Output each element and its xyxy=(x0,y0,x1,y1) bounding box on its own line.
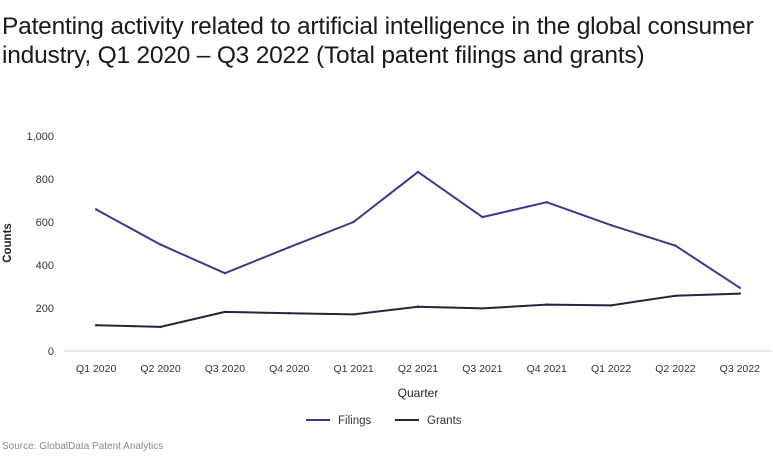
x-tick-label: Q1 2020 xyxy=(76,363,116,375)
data-point-grants xyxy=(481,307,484,310)
data-point-grants xyxy=(288,312,291,315)
x-tick-label: Q1 2022 xyxy=(591,363,631,375)
data-point-filings xyxy=(545,201,548,204)
data-point-filings xyxy=(674,244,677,247)
x-tick-label: Q3 2022 xyxy=(720,363,760,375)
x-tick-label: Q1 2021 xyxy=(333,363,373,375)
data-point-filings xyxy=(416,170,420,174)
data-point-filings xyxy=(352,220,355,224)
data-point-filings xyxy=(609,224,613,227)
data-point-grants xyxy=(416,305,420,308)
x-tick-label: Q4 2020 xyxy=(269,363,309,375)
data-point-grants xyxy=(545,303,548,306)
data-point-grants xyxy=(159,325,162,329)
x-tick-label: Q4 2021 xyxy=(527,363,567,375)
y-tick-label: 400 xyxy=(36,260,54,272)
y-tick-label: 800 xyxy=(36,174,54,186)
data-point-grants xyxy=(674,294,677,297)
data-point-grants xyxy=(352,313,355,316)
x-axis-ticks: Q1 2020 Q2 2020 Q3 2020 Q4 2020 Q1 2021 Q2 20… xyxy=(76,363,760,375)
y-axis-ticks: 0 200 400 600 800 1,000 xyxy=(26,131,54,358)
legend-label: Filings xyxy=(338,415,371,427)
data-point-filings xyxy=(95,208,98,211)
data-point-grants xyxy=(738,292,741,295)
legend-item-filings: Filings xyxy=(306,415,371,427)
legend-item-grants: Grants xyxy=(395,415,462,427)
x-tick-label: Q2 2021 xyxy=(398,363,438,375)
data-point-grants xyxy=(95,324,98,327)
chart-title: Patenting activity related to artificial… xyxy=(2,13,754,69)
y-tick-label: 600 xyxy=(36,217,54,229)
data-point-filings xyxy=(481,215,484,219)
series-line-grants xyxy=(95,292,741,328)
data-point-grants xyxy=(609,304,613,307)
x-tick-label: Q2 2022 xyxy=(655,363,695,375)
x-axis-label: Quarter xyxy=(398,386,439,400)
source-note: Source: GlobalData Patent Analytics xyxy=(2,441,164,452)
data-point-filings xyxy=(738,286,741,289)
y-tick-label: 200 xyxy=(36,303,54,315)
data-point-filings xyxy=(159,243,162,246)
legend-label: Grants xyxy=(427,415,462,427)
data-point-grants xyxy=(223,310,227,314)
y-tick-label: 0 xyxy=(48,346,54,358)
data-point-filings xyxy=(223,272,227,275)
y-tick-label: 1,000 xyxy=(26,131,54,143)
x-tick-label: Q3 2020 xyxy=(205,363,245,375)
legend: Filings Grants xyxy=(306,415,462,427)
series-line-filings xyxy=(95,170,741,289)
series-lines xyxy=(95,170,741,329)
data-point-filings xyxy=(288,246,291,249)
x-tick-label: Q3 2021 xyxy=(462,363,502,375)
x-tick-label: Q2 2020 xyxy=(140,363,180,375)
y-axis-label: Counts xyxy=(2,223,14,263)
